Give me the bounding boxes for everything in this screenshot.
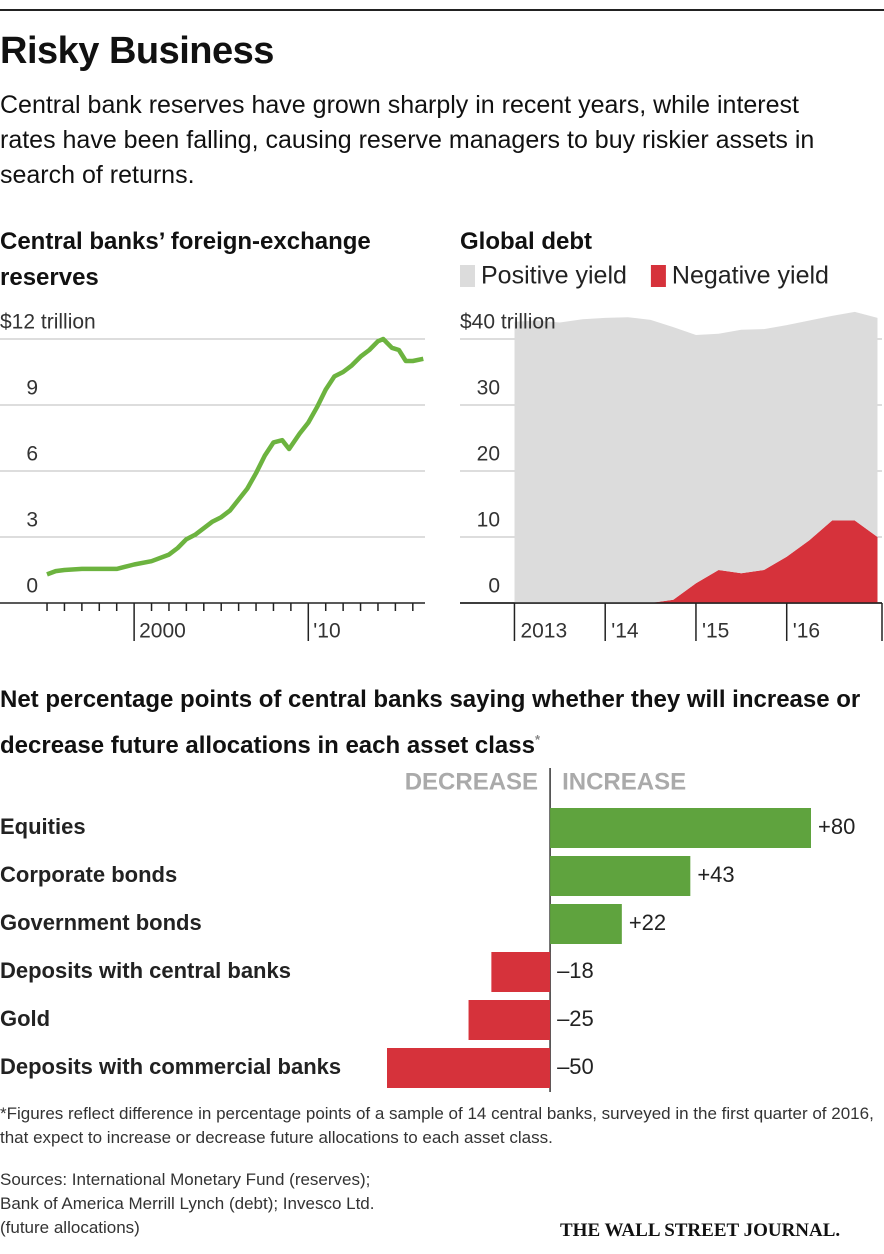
y-tick-label: 30 — [477, 377, 500, 400]
bar — [550, 856, 691, 896]
bar — [491, 952, 551, 992]
area — [514, 311, 878, 603]
legend-label: Negative yield — [672, 262, 829, 290]
chart-title: Net percentage points of central banks s… — [0, 680, 880, 766]
sources: Sources: International Monetary Fund (re… — [0, 1170, 375, 1237]
side-label: DECREASE — [405, 768, 538, 795]
bar — [550, 808, 811, 848]
value-label: +80 — [818, 814, 855, 839]
chart-title: Global debt — [460, 228, 592, 255]
subtitle: Central bank reserves have grown sharply… — [0, 91, 815, 189]
value-label: –18 — [557, 958, 594, 983]
y-tick-label: $12 trillion — [0, 311, 96, 334]
x-tick-label: '10 — [313, 620, 340, 643]
brand: THE WALL STREET JOURNAL. — [560, 1220, 841, 1241]
value-label: +43 — [697, 862, 734, 887]
y-tick-label: 10 — [477, 509, 500, 532]
y-tick-label: 6 — [26, 443, 38, 466]
legend-swatch — [650, 265, 666, 287]
category-label: Deposits with commercial banks — [0, 1054, 341, 1079]
x-tick-label: 2000 — [139, 620, 186, 643]
y-tick-label: 9 — [26, 377, 38, 400]
value-label: –50 — [557, 1054, 594, 1079]
side-label: INCREASE — [562, 768, 686, 795]
bar — [550, 904, 622, 944]
area — [514, 520, 878, 603]
x-tick-label: '16 — [793, 620, 820, 643]
category-label: Equities — [0, 814, 86, 839]
line — [46, 336, 424, 577]
legend-label: Positive yield — [481, 262, 627, 290]
y-tick-label: 0 — [488, 575, 500, 598]
bar — [387, 1048, 551, 1088]
y-tick-label: 3 — [26, 509, 38, 532]
x-tick-label: '14 — [611, 620, 639, 643]
title-text: Net percentage points of central banks s… — [0, 686, 861, 759]
y-tick-label: 0 — [26, 575, 38, 598]
footnote: *Figures reflect difference in percentag… — [0, 1104, 874, 1147]
x-tick-label: 2013 — [520, 620, 567, 643]
y-tick-label: $40 trillion — [460, 311, 556, 334]
chart-title: Central banks’ foreign-exchange reserves — [0, 228, 371, 291]
value-label: +22 — [629, 910, 666, 935]
category-label: Government bonds — [0, 910, 202, 935]
y-tick-label: 20 — [477, 443, 500, 466]
title-marker: * — [534, 732, 540, 747]
category-label: Deposits with central banks — [0, 958, 291, 983]
category-label: Corporate bonds — [0, 862, 177, 887]
legend-swatch — [460, 265, 475, 287]
category-label: Gold — [0, 1006, 50, 1031]
page-title: Risky Business — [0, 30, 274, 72]
x-tick-label: '15 — [702, 620, 729, 643]
bar — [468, 1000, 551, 1040]
value-label: –25 — [557, 1006, 594, 1031]
